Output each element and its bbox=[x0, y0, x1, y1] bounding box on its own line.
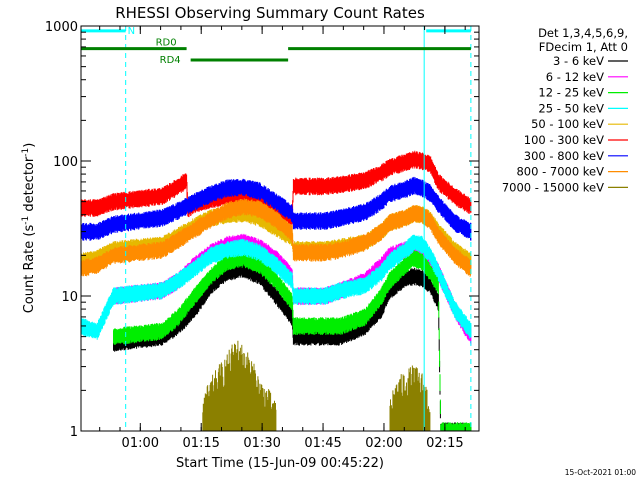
y-tick-label-10: 10 bbox=[61, 290, 78, 305]
annotation-label-rd0: RD0 bbox=[156, 38, 177, 49]
legend-item-6-12-kev: 6 - 12 keV bbox=[546, 70, 628, 84]
legend-header-1: Det 1,3,4,5,6,9, bbox=[538, 26, 628, 40]
y-tick-label-100: 100 bbox=[53, 155, 78, 170]
series-layer bbox=[80, 150, 472, 431]
series-12-25-kev bbox=[113, 249, 472, 431]
series-line-12-25-kev bbox=[113, 249, 472, 431]
series-7000-15000-kev bbox=[202, 340, 431, 431]
vline-layer bbox=[125, 26, 472, 431]
legend-item-12-25-kev: 12 - 25 keV bbox=[538, 86, 628, 100]
y-tick-label-1000: 1000 bbox=[45, 20, 78, 35]
legend-item-3-6-kev: 3 - 6 keV bbox=[553, 54, 628, 68]
footer-timestamp: 15-Oct-2021 01:00 bbox=[565, 468, 636, 477]
legend-label-25-50-kev: 25 - 50 keV bbox=[538, 101, 604, 115]
x-tick-label-01-45: 01:45 bbox=[304, 436, 341, 451]
legend-label-12-25-kev: 12 - 25 keV bbox=[538, 86, 604, 100]
legend-label-7000-15000-kev: 7000 - 15000 keV bbox=[502, 180, 604, 194]
legend-label-800-7000-kev: 800 - 7000 keV bbox=[516, 165, 604, 179]
annotation-rd0: RD0 bbox=[81, 38, 471, 51]
legend-item-7000-15000-kev: 7000 - 15000 keV bbox=[502, 180, 628, 194]
y-label-part-3: ) bbox=[22, 143, 37, 148]
tick-layer: 01:00 01:15 01:30 01:45 02:00 02:15 1 10 100 1000 bbox=[45, 20, 479, 451]
legend-label-50-100-kev: 50 - 100 keV bbox=[531, 117, 604, 131]
legend-label-3-6-kev: 3 - 6 keV bbox=[553, 54, 604, 68]
series-line-7000-15000-kev bbox=[202, 340, 431, 431]
x-tick-label-02-15: 02:15 bbox=[426, 436, 463, 451]
legend-item-100-300-kev: 100 - 300 keV bbox=[524, 133, 628, 147]
y-label-part-2: detector bbox=[22, 156, 37, 216]
legend-label-6-12-kev: 6 - 12 keV bbox=[546, 70, 604, 84]
legend: Det 1,3,4,5,6,9,FDecim 1, Att 03 - 6 keV… bbox=[502, 26, 628, 194]
legend-item-50-100-kev: 50 - 100 keV bbox=[531, 117, 628, 131]
legend-header-2: FDecim 1, Att 0 bbox=[539, 40, 628, 54]
legend-item-800-7000-kev: 800 - 7000 keV bbox=[516, 165, 628, 179]
legend-item-300-800-kev: 300 - 800 keV bbox=[524, 149, 628, 163]
plot-frame bbox=[80, 25, 480, 432]
legend-item-25-50-kev: 25 - 50 keV bbox=[538, 101, 628, 115]
y-label-sup-2: -1 bbox=[21, 148, 31, 157]
x-tick-label-02-00: 02:00 bbox=[365, 436, 402, 451]
x-axis-label: Start Time (15-Jun-09 00:45:22) bbox=[176, 456, 384, 471]
annotation-label-rd4: RD4 bbox=[160, 55, 181, 66]
legend-label-300-800-kev: 300 - 800 keV bbox=[524, 149, 604, 163]
y-axis-label: Count Rate (s-1 detector-1) bbox=[21, 143, 37, 314]
x-tick-label-01-00: 01:00 bbox=[122, 436, 159, 451]
chart-title: RHESSI Observing Summary Count Rates bbox=[115, 4, 425, 22]
y-label-part-1: Count Rate (s bbox=[22, 225, 37, 314]
x-tick-label-01-15: 01:15 bbox=[182, 436, 219, 451]
annotation-label-n: N bbox=[128, 26, 135, 37]
y-tick-label-1: 1 bbox=[70, 425, 78, 440]
legend-label-100-300-kev: 100 - 300 keV bbox=[524, 133, 604, 147]
annotation-layer: N RD0 RD4 bbox=[81, 26, 471, 66]
x-tick-label-01-30: 01:30 bbox=[243, 436, 280, 451]
y-label-sup-1: -1 bbox=[21, 216, 31, 225]
annotation-rd4: RD4 bbox=[160, 55, 289, 66]
annotation-n: N bbox=[81, 26, 471, 37]
